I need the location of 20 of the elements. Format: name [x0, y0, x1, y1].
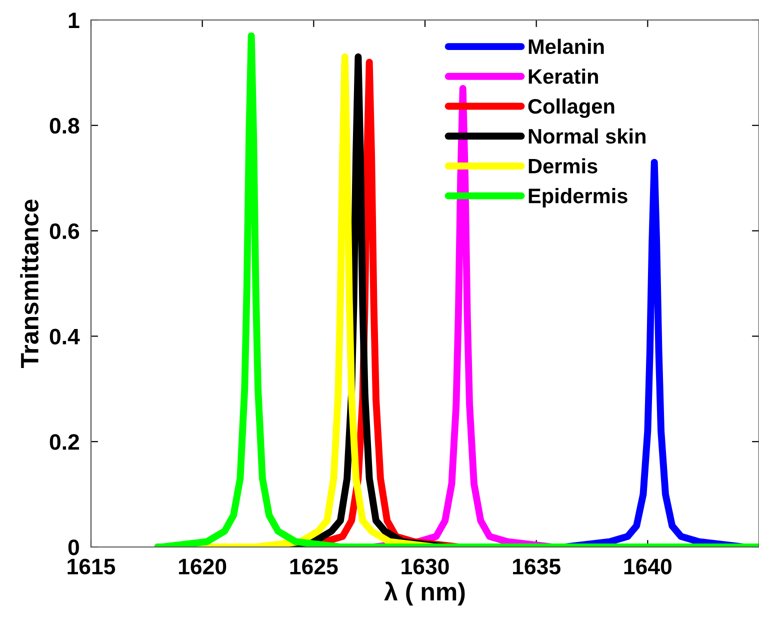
- y-tick-label: 0.8: [50, 118, 80, 134]
- x-axis-title: λ ( nm): [384, 582, 465, 606]
- y-tick-label: 0.6: [50, 223, 80, 240]
- y-axis-title: Transmittance: [20, 200, 39, 368]
- y-tick-label: 0: [68, 540, 79, 556]
- x-tick-label: 1625: [290, 558, 338, 574]
- legend-label: Melanin: [528, 38, 604, 54]
- y-tick-label: 0.2: [50, 434, 79, 450]
- y-tick-label: 1: [68, 12, 80, 28]
- x-tick-label: 1620: [179, 558, 226, 574]
- x-tick-label: 1630: [402, 558, 449, 574]
- legend-label: Keratin: [528, 68, 598, 84]
- legend-label: Normal skin: [528, 128, 646, 144]
- x-tick-label: 1640: [624, 558, 672, 574]
- legend-label: Dermis: [528, 158, 598, 174]
- legend-label: Collagen: [528, 98, 614, 118]
- legend-label: Epidermis: [528, 188, 628, 208]
- y-tick-label: 0.4: [50, 328, 80, 344]
- x-tick-label: 1615: [68, 558, 116, 574]
- x-tick-label: 1635: [513, 558, 560, 574]
